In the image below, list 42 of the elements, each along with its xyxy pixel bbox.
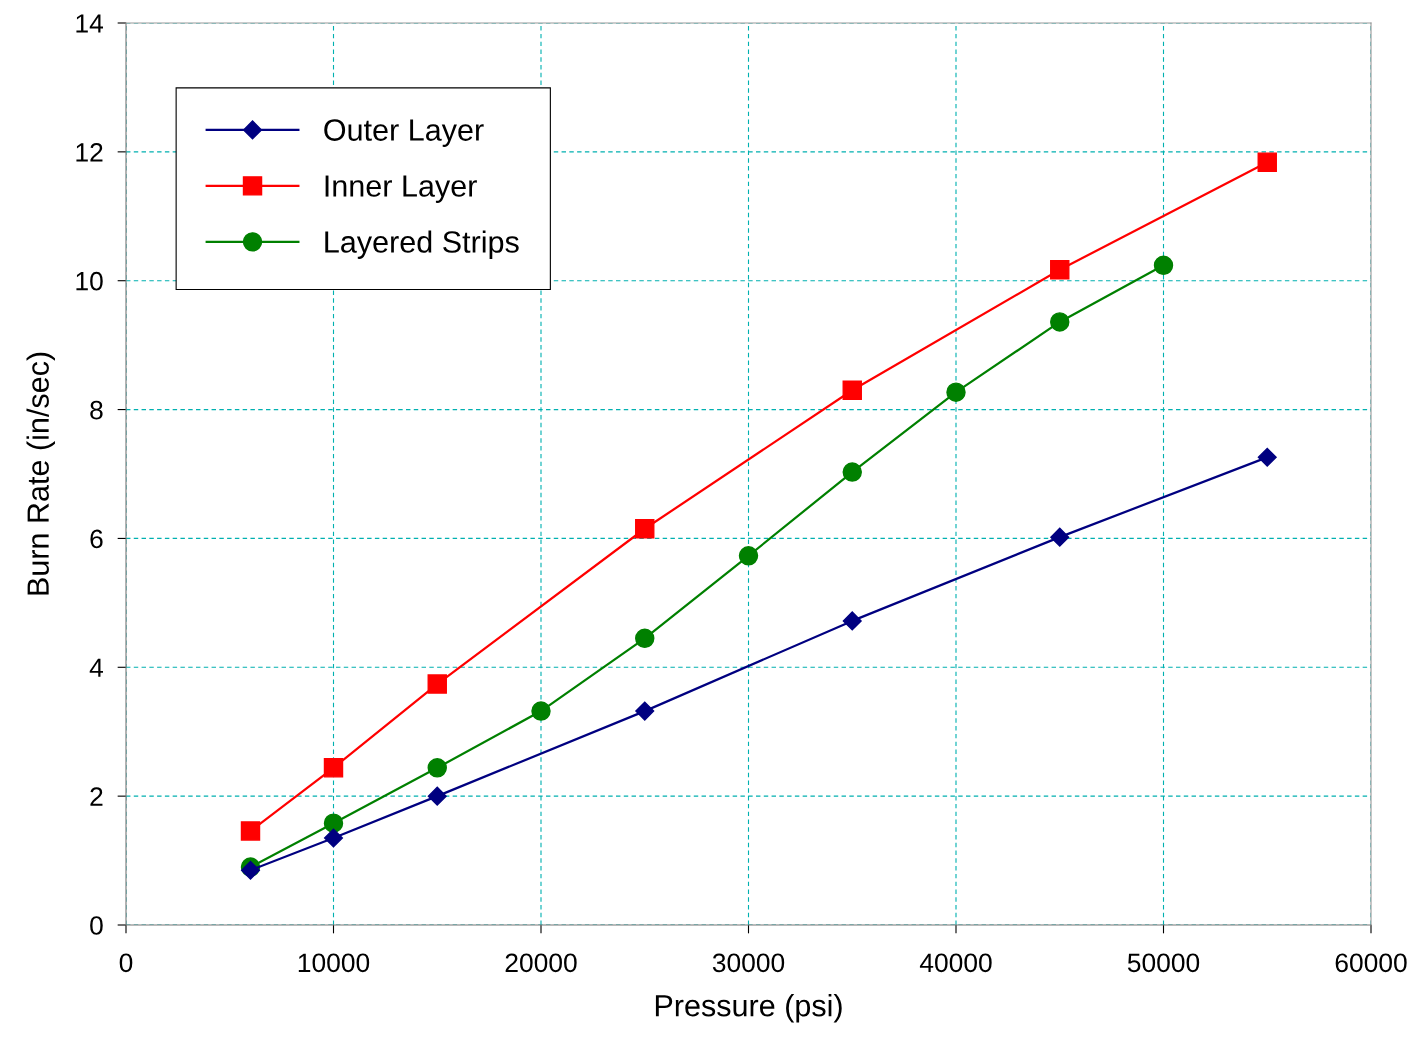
x-tick-label: 40000: [919, 953, 992, 973]
point: [531, 701, 551, 721]
y-tick-label: 0: [90, 916, 103, 935]
y-tick-label: 4: [89, 658, 104, 677]
y-tick-label: 12: [76, 142, 103, 162]
x-tick-label: 60000: [1335, 953, 1407, 973]
point: [1257, 447, 1277, 467]
point: [323, 813, 344, 833]
y-tick-label: 14: [76, 14, 104, 33]
point: [427, 674, 447, 694]
x-tick-label: 20000: [505, 953, 577, 973]
y-tick-label: 8: [90, 400, 103, 420]
x-axis-title: Pressure (psi): [655, 994, 842, 1023]
point: [1153, 255, 1174, 275]
point: [427, 758, 447, 778]
point: [1257, 152, 1277, 172]
point: [738, 546, 759, 566]
x-tick-label: 10000: [298, 953, 370, 973]
point: [842, 380, 862, 400]
y-tick-label: 2: [90, 787, 103, 806]
point: [842, 462, 862, 482]
legend-label: Layered Strips: [325, 230, 519, 259]
legend-label: Outer Layer: [324, 119, 484, 147]
point: [1050, 527, 1070, 547]
point: [635, 628, 655, 649]
y-tick-label: 6: [90, 529, 103, 549]
x-tick-label: 50000: [1127, 953, 1200, 973]
point: [323, 758, 344, 778]
point: [323, 828, 344, 848]
y-tick-label: 10: [76, 271, 103, 291]
point: [1050, 312, 1070, 332]
point: [946, 382, 966, 402]
x-tick-label: 30000: [712, 953, 785, 973]
y-axis-title: Burn Rate (in/sec): [26, 352, 55, 595]
point: [240, 821, 261, 841]
point: [635, 701, 655, 721]
x-tick-label: 0: [119, 953, 133, 973]
point: [635, 519, 655, 539]
point: [427, 786, 447, 806]
point: [1050, 260, 1070, 280]
point: [842, 611, 862, 631]
legend-label: Inner Layer: [325, 175, 477, 203]
